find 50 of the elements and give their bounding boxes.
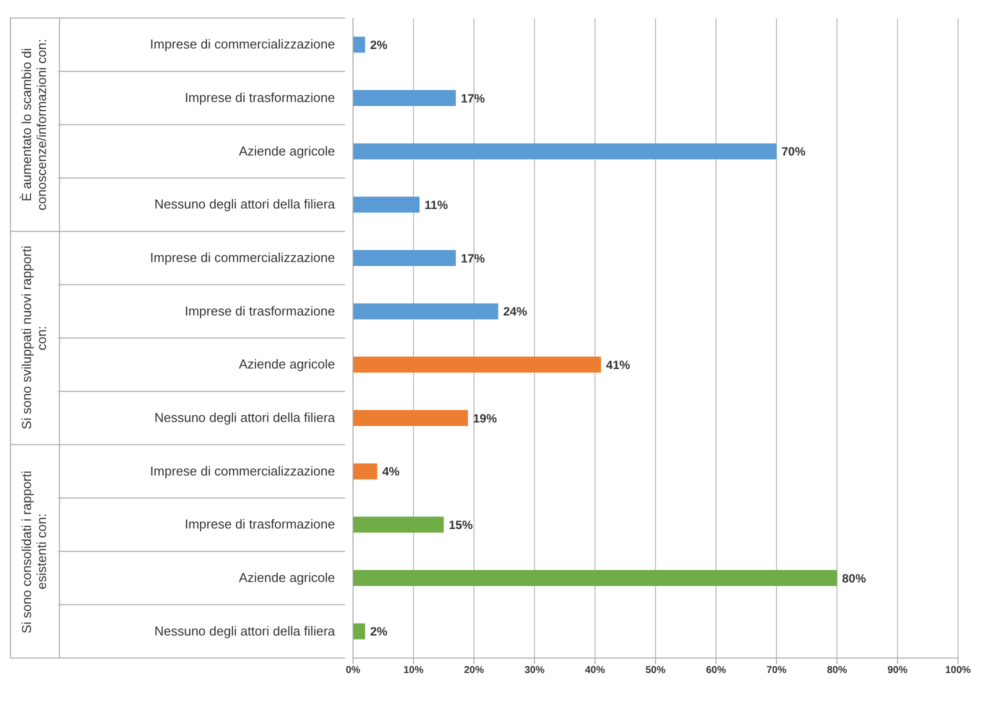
x-tick-label: 80% — [826, 665, 848, 676]
data-label: 17% — [460, 251, 486, 266]
y-tick-label: Nessuno degli attori della filiera — [154, 410, 336, 425]
text: È aumentato lo scambio di conoscenze/informazioni con: — [19, 38, 49, 212]
y-tick-label: Imprese di trasformazione — [184, 516, 335, 532]
data-label: 11% — [424, 198, 448, 212]
bar — [353, 250, 456, 266]
y-tick-label: Aziende agricole — [238, 570, 335, 585]
x-tick-label: 20% — [464, 665, 484, 676]
data-label: 19% — [472, 411, 498, 426]
x-tick-label: 50% — [645, 665, 666, 676]
data-label: 2% — [370, 38, 388, 52]
data-label: 17% — [460, 91, 486, 106]
bar — [353, 410, 468, 426]
x-tick-label: 30% — [524, 665, 545, 676]
x-tick-label: 0% — [346, 665, 360, 676]
data-label: 80% — [842, 571, 866, 586]
bar — [353, 356, 602, 373]
x-tick-label: 90% — [887, 665, 908, 676]
y-tick-label: Imprese di commercializzazione — [150, 463, 335, 478]
data-label: 2% — [370, 624, 388, 639]
y-tick-label: Nessuno degli attori della filiera — [154, 623, 336, 638]
y-tick-label: Aziende agricole — [238, 356, 335, 372]
bar — [353, 143, 776, 160]
bar — [353, 570, 837, 586]
x-tick-label: 70% — [766, 665, 787, 676]
bar — [353, 623, 366, 640]
x-tick-label: 10% — [403, 665, 424, 676]
y-tick-label: Imprese di trasformazione — [184, 90, 335, 105]
y-tick-label: Imprese di commercializzazione — [150, 36, 335, 52]
y-tick-label: Nessuno degli attori della filiera — [154, 196, 336, 212]
x-tick-label: 40% — [584, 665, 606, 676]
y-tick-label: Imprese di commercializzazione — [150, 250, 335, 265]
bar — [353, 36, 366, 53]
data-label: 70% — [782, 144, 806, 159]
bar — [353, 196, 420, 213]
bar — [353, 90, 456, 106]
y-tick-label: Imprese di trasformazione — [184, 303, 335, 318]
text: Si sono consolidati i rapporti esistenti con: — [19, 469, 49, 635]
x-tick-label: 100% — [945, 665, 971, 676]
x-tick-label: 60% — [706, 665, 726, 676]
bar — [353, 303, 498, 320]
y-tick-label: Aziende agricole — [238, 143, 335, 158]
bar — [353, 463, 378, 480]
data-label: 15% — [448, 518, 474, 532]
text: Si sono sviluppati nuovi rapporti con: — [19, 245, 49, 432]
bar — [353, 516, 444, 533]
data-label: 24% — [503, 304, 528, 319]
data-label: 41% — [606, 358, 630, 372]
data-label: 4% — [382, 464, 400, 479]
